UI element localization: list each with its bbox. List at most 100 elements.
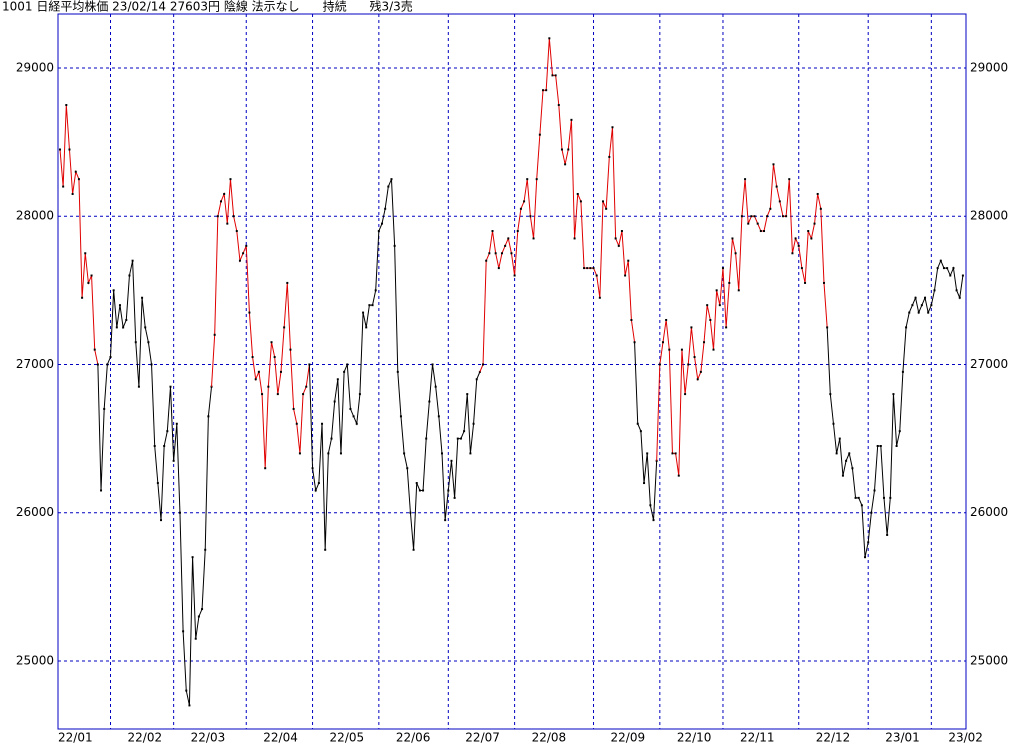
price-dot [219,200,222,203]
price-dot [286,281,289,284]
price-dot [545,89,548,92]
price-dot [753,215,756,218]
price-dot [778,200,781,203]
price-dot [589,267,592,270]
price-dot [946,267,949,270]
price-dot [100,489,103,492]
price-dot [639,430,642,433]
price-dot [595,274,598,277]
price-dot [166,430,169,433]
price-dot [800,267,803,270]
price-dot [381,222,384,225]
price-dot [169,385,172,388]
price-dot [482,363,485,366]
price-dot [674,452,677,455]
price-dot [213,333,216,336]
price-dot [703,341,706,344]
price-line [211,179,310,469]
price-dot [314,489,317,492]
price-dot [693,356,696,359]
price-dot [264,467,267,470]
price-dot [560,148,563,151]
price-dot [709,318,712,321]
price-dot [434,385,437,388]
chart-title: 1001 日経平均株価 23/02/14 27603円 陰線 法示なし 持続 残… [2,0,413,14]
price-dot [567,148,570,151]
price-dot [399,415,402,418]
x-tick-label: 22/11 [740,731,775,745]
price-dot [355,422,358,425]
price-dot [163,444,166,447]
price-dot [444,519,447,522]
price-dot [422,489,425,492]
price-dot [134,341,137,344]
price-dot [542,89,545,92]
price-dot [327,452,330,455]
price-dot [526,178,529,181]
price-dot [175,422,178,425]
price-dot [860,504,863,507]
price-dot [122,326,125,329]
x-tick-label: 22/09 [611,731,646,745]
price-line [479,38,636,373]
price-dot [819,207,822,210]
price-dot [276,393,279,396]
plot-frame [57,13,967,730]
price-dot [857,496,860,499]
price-dot [684,393,687,396]
price-dot [387,185,390,188]
price-dot [838,437,841,440]
price-dot [677,474,680,477]
price-dot [238,259,241,262]
price-dot [781,215,784,218]
price-dot [687,363,690,366]
price-dot [336,378,339,381]
price-dot [118,304,121,307]
price-dot [333,400,336,403]
price-dot [718,304,721,307]
price-dot [229,178,232,181]
price-dot [292,407,295,410]
price-dot [396,370,399,373]
price-dot [715,289,718,292]
price-dot [775,185,778,188]
price-dot [194,637,197,640]
price-dot [226,222,229,225]
price-dot [788,178,791,181]
y-tick-label: 29000 [16,60,54,74]
price-dot [516,230,519,233]
price-dot [469,452,472,455]
price-dot [257,370,260,373]
price-dot [403,452,406,455]
price-dot [188,704,191,707]
price-dot [153,444,156,447]
price-dot [513,274,516,277]
price-dot [914,296,917,299]
y-tick-label: 27000 [16,357,54,371]
price-dot [810,237,813,240]
price-dot [955,289,958,292]
price-dot [942,267,945,270]
price-dot [936,267,939,270]
price-dot [668,348,671,351]
x-tick-label: 22/04 [263,731,298,745]
price-dot [570,118,573,121]
price-dot [68,148,71,151]
price-dot [797,244,800,247]
price-dot [933,289,936,292]
price-dot [927,311,930,314]
price-dot [649,504,652,507]
x-tick-label: 22/02 [128,731,163,745]
price-dot [624,274,627,277]
price-dot [453,496,456,499]
price-dot [822,281,825,284]
price-dot [393,244,396,247]
price-dot [440,452,443,455]
price-dot [201,608,204,611]
price-dot [317,482,320,485]
price-dot [425,437,428,440]
price-dot [273,356,276,359]
price-line [634,342,658,521]
price-dot [362,311,365,314]
